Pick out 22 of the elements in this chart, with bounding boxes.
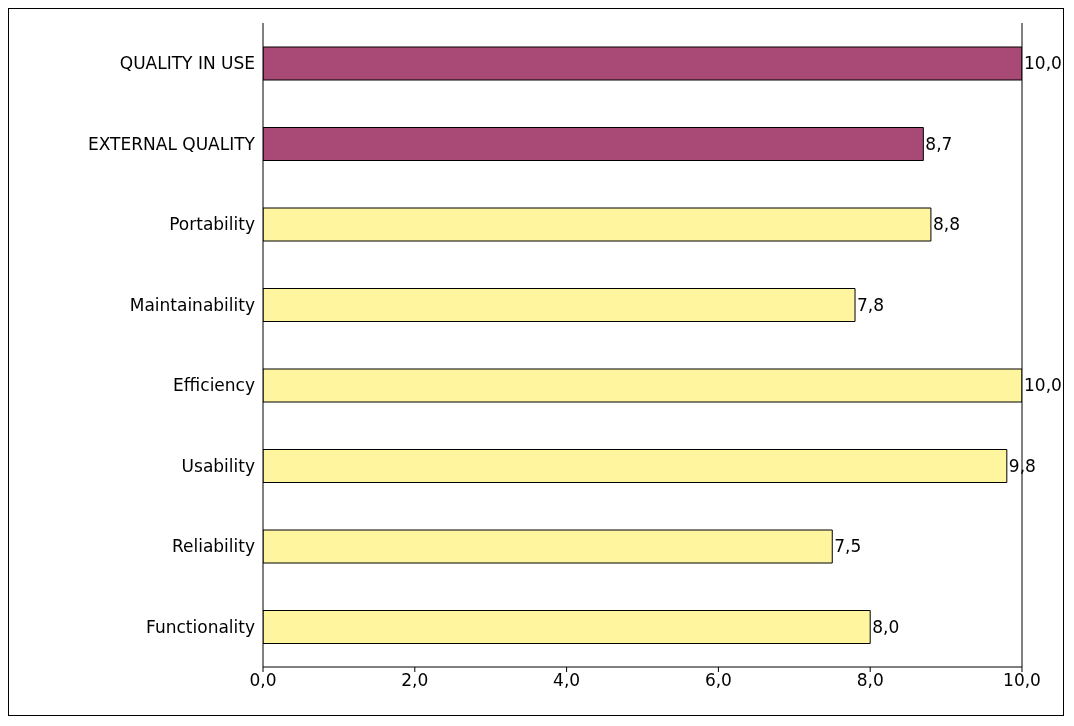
y-tick-label: QUALITY IN USE (119, 53, 255, 74)
y-tick-label: Maintainability (129, 294, 255, 315)
x-tick-label: 0,0 (249, 670, 277, 691)
data-label: 10,0 (1024, 375, 1062, 396)
y-tick-label: Usability (181, 455, 255, 476)
data-label: 8,0 (872, 616, 900, 637)
y-tick-label: EXTERNAL QUALITY (88, 133, 256, 154)
y-tick-label: Efficiency (173, 375, 255, 396)
data-label: 7,5 (834, 536, 862, 557)
data-label: 8,8 (932, 214, 960, 235)
data-label: 8,7 (925, 133, 953, 154)
data-label: 9,8 (1008, 455, 1036, 476)
y-tick-label: Portability (169, 214, 255, 235)
x-tick-label: 8,0 (856, 670, 884, 691)
x-tick-label: 2,0 (401, 670, 429, 691)
y-tick-label: Functionality (146, 616, 255, 637)
x-tick-label: 10,0 (1003, 670, 1041, 691)
x-tick-label: 4,0 (553, 670, 581, 691)
data-label: 10,0 (1024, 53, 1062, 74)
data-label: 7,8 (857, 294, 885, 315)
y-tick-label: Reliability (171, 536, 255, 557)
x-tick-label: 6,0 (704, 670, 732, 691)
